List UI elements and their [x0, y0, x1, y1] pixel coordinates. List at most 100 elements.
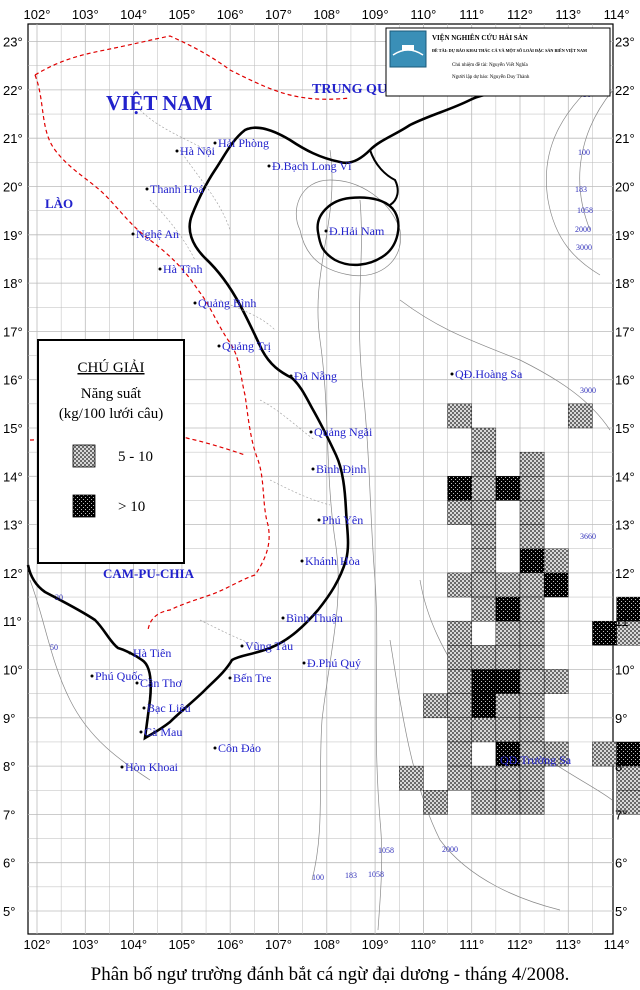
cell-medium: [519, 524, 545, 549]
lon-tick-top: 114°: [604, 7, 630, 22]
place-marker: [128, 651, 132, 655]
lat-tick-left: 5°: [3, 904, 15, 919]
place-label-hanoi: Hà Nội: [180, 144, 216, 158]
lat-tick-right: 10°: [615, 663, 635, 678]
lat-tick-left: 10°: [3, 663, 23, 678]
lat-tick-right: 13°: [615, 518, 635, 533]
lat-tick-left: 14°: [3, 469, 23, 484]
cell-medium: [495, 765, 521, 791]
cell-medium: [447, 621, 472, 646]
place-label-haiphong: Hải Phòng: [218, 136, 269, 150]
lon-tick-top: 107°: [265, 7, 292, 22]
lon-tick-bottom: 111°: [459, 937, 484, 952]
cell-medium: [495, 621, 521, 646]
province-borders: [139, 109, 331, 646]
lat-tick-left: 20°: [3, 180, 23, 195]
lon-tick-bottom: 109°: [362, 937, 389, 952]
header-institute: VIỆN NGHIÊN CỨU HẢI SẢN: [432, 34, 528, 42]
lat-tick-left: 12°: [3, 566, 23, 581]
place-marker: [450, 372, 454, 376]
place-label-bentre: Bến Tre: [233, 671, 271, 685]
depth-label: 2000: [575, 225, 591, 234]
cell-medium: [495, 645, 521, 670]
cell-medium: [519, 621, 545, 646]
place-marker: [289, 374, 293, 378]
lat-tick-right: 11°: [615, 614, 634, 629]
cell-medium: [495, 790, 521, 815]
cell-medium: [519, 717, 545, 743]
lon-tick-top: 104°: [120, 7, 147, 22]
lat-tick-left: 19°: [3, 228, 23, 243]
place-label-binhthuan: Bình Thuận: [286, 611, 343, 625]
place-marker: [213, 746, 217, 750]
cell-medium: [495, 693, 521, 719]
cell-medium: [423, 790, 448, 815]
legend-title: CHÚ GIẢI: [77, 359, 144, 376]
place-marker: [324, 229, 328, 233]
place-label-phuquoc: Phú Quốc: [95, 669, 143, 683]
cell-medium: [495, 572, 521, 598]
header-box: VIỆN NGHIÊN CỨU HẢI SẢN ĐỀ TÀI: DỰ BÁO K…: [385, 27, 611, 97]
place-marker: [281, 616, 285, 620]
cell-medium: [447, 669, 472, 694]
legend-swatch-light: [72, 444, 96, 468]
place-label-cantho: Cần Thơ: [140, 676, 182, 690]
cell-high: [447, 476, 472, 501]
place-label-condao: Côn Đảo: [218, 741, 261, 755]
place-label-bachlongvi: Đ.Bạch Long Vĩ: [272, 159, 352, 173]
lat-tick-right: 14°: [615, 469, 635, 484]
place-marker: [175, 149, 179, 153]
lon-tick-bottom: 103°: [72, 937, 99, 952]
lon-tick-top: 112°: [507, 7, 533, 22]
lat-tick-left: 13°: [3, 518, 23, 533]
cell-medium: [471, 790, 497, 815]
fishing-cells: [399, 403, 640, 815]
cell-medium: [568, 403, 593, 429]
lon-tick-bottom: 102°: [24, 937, 51, 952]
place-marker: [213, 141, 217, 145]
lon-tick-bottom: 112°: [507, 937, 533, 952]
lat-tick-left: 18°: [3, 276, 23, 291]
legend-subtitle-1: Năng suất: [81, 386, 142, 402]
lat-tick-right: 18°: [615, 276, 635, 291]
place-label-khanhhoa: Khánh Hòa: [305, 554, 361, 568]
header-project: ĐỀ TÀI: DỰ BÁO KHAI THÁC CÁ VÀ MỘT SỐ LO…: [432, 48, 587, 53]
cell-medium: [543, 548, 569, 574]
cell-medium: [447, 765, 472, 791]
lon-tick-bottom: 104°: [120, 937, 147, 952]
depth-label: 3000: [576, 243, 592, 252]
place-label-hatinh: Hà Tĩnh: [163, 262, 202, 276]
cell-high: [495, 669, 521, 694]
place-label-quangbinh: Quảng Bình: [198, 296, 256, 310]
place-marker: [228, 676, 232, 680]
lon-tick-bottom: 108°: [313, 937, 340, 952]
country-label-laos: LÀO: [45, 196, 73, 211]
place-marker: [135, 681, 139, 685]
depth-label: 3660: [580, 532, 596, 541]
lat-tick-right: 21°: [615, 131, 635, 146]
lat-tick-left: 7°: [3, 807, 15, 822]
cell-medium: [471, 476, 497, 501]
cell-high: [471, 669, 497, 694]
legend-label-light: 5 - 10: [118, 449, 153, 465]
cell-medium: [423, 693, 448, 719]
country-label-cambodia: CAM-PU-CHIA: [103, 566, 195, 581]
place-label-quangngai: Quảng Ngãi: [314, 425, 373, 439]
lat-tick-left: 22°: [3, 83, 23, 98]
place-marker: [90, 674, 94, 678]
lat-tick-left: 17°: [3, 324, 23, 339]
cell-high: [592, 621, 617, 646]
depth-label: 100: [578, 148, 590, 157]
place-marker: [158, 267, 162, 271]
lat-tick-left: 23°: [3, 35, 23, 50]
lat-tick-right: 20°: [615, 180, 635, 195]
legend: CHÚ GIẢI Năng suất (kg/100 lưới câu) 5 -…: [37, 339, 185, 564]
cell-medium: [447, 693, 472, 719]
cell-medium: [519, 476, 545, 501]
longitude-labels-bottom: 102° 103° 104° 105° 106° 107° 108° 109° 110° 111°…: [24, 937, 630, 952]
cell-medium: [447, 741, 472, 767]
depth-label: 50: [50, 643, 58, 652]
place-marker: [145, 187, 149, 191]
coastline: [26, 38, 611, 741]
cell-medium: [471, 548, 497, 574]
